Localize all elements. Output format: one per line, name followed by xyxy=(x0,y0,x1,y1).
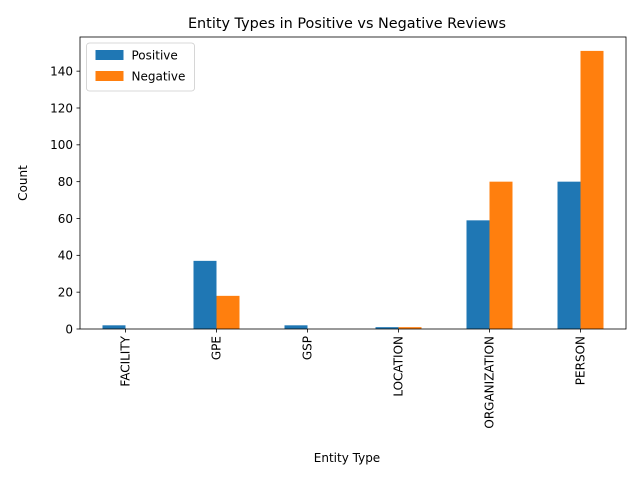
axes-frame xyxy=(79,36,627,330)
x-tick-label: GSP xyxy=(301,336,315,360)
legend-swatch-negative xyxy=(95,71,124,81)
bar-positive-gsp xyxy=(284,325,308,329)
bar-positive-organization xyxy=(466,220,490,329)
x-tick-label: FACILITY xyxy=(119,335,133,386)
legend-label-negative: Negative xyxy=(132,70,186,84)
y-tick-label: 80 xyxy=(58,175,73,189)
bar-positive-location xyxy=(375,327,399,329)
y-tick-label: 40 xyxy=(58,249,73,263)
bar-positive-person xyxy=(557,181,581,329)
y-ticks-group: 0 20 40 60 80 100 120 140 xyxy=(50,64,80,336)
chart-title: Entity Types in Positive vs Negative Rev… xyxy=(188,16,506,32)
bar-negative-location xyxy=(398,327,422,329)
bar-negative-person xyxy=(580,50,604,330)
legend: Positive Negative xyxy=(86,42,195,92)
y-tick-label: 60 xyxy=(58,212,73,226)
legend-label-positive: Positive xyxy=(132,49,178,63)
axes-group xyxy=(79,36,627,330)
y-axis-label: Count xyxy=(16,165,30,201)
y-tick-label: 0 xyxy=(65,322,73,336)
bar-negative-organization xyxy=(489,181,513,329)
y-tick-label: 100 xyxy=(50,138,73,152)
x-tick-label: PERSON xyxy=(574,336,588,385)
bar-positive-gpe xyxy=(193,260,217,329)
bar-negative-gpe xyxy=(216,295,240,329)
legend-swatch-positive xyxy=(95,50,124,60)
x-tick-label: GPE xyxy=(210,336,224,360)
x-axis-label: Entity Type xyxy=(314,451,380,465)
x-tick-label: ORGANIZATION xyxy=(483,336,497,429)
x-ticks-group: FACILITY GPE GSP LOCATION ORGANIZATION PERSON xyxy=(119,329,588,429)
y-tick-label: 20 xyxy=(58,285,73,299)
y-tick-label: 140 xyxy=(50,64,73,78)
bar-positive-facility xyxy=(102,325,126,329)
y-tick-label: 120 xyxy=(50,101,73,115)
x-tick-label: LOCATION xyxy=(392,336,406,397)
bars-group xyxy=(102,50,604,330)
